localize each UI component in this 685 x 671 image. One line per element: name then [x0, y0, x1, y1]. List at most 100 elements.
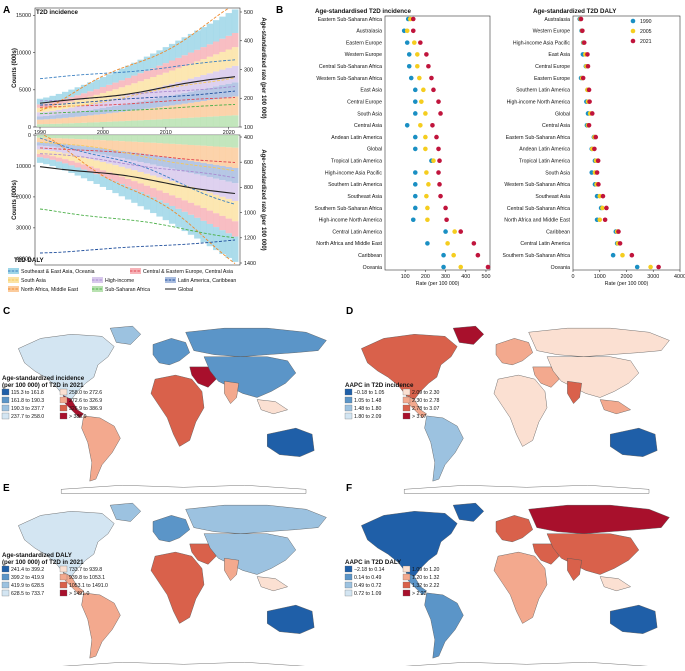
category-label-oceania: Oceania: [363, 265, 382, 271]
band-latin-america-caribbean: [118, 104, 126, 112]
band-high-income: [87, 103, 94, 111]
dot-2005-south-asia: [423, 111, 428, 116]
map-legend-title-line1: Age-standardized DALY: [2, 552, 73, 559]
band-north-africa-middle-east: [150, 107, 157, 120]
band-latin-america-caribbean: [225, 166, 233, 182]
band-north-africa-middle-east: [43, 119, 50, 125]
country-region-russia: [185, 504, 327, 534]
legend-swatch-bin-6: [59, 581, 68, 589]
band-high-income: [181, 80, 189, 93]
band-sub-saharan-africa: [36, 124, 44, 127]
dot-1990-central-europe: [412, 99, 418, 104]
band-latin-america-caribbean: [74, 145, 82, 151]
band-north-africa-middle-east: [131, 110, 138, 121]
legend-year-2005: 2005: [640, 29, 652, 35]
band-high-income: [80, 151, 88, 158]
band-high-income: [200, 175, 207, 191]
line-south-asia: [39, 77, 236, 110]
country-region-europe: [495, 338, 533, 366]
band-central-eastern-europe-central-asia: [187, 202, 195, 215]
panel-letter-f: F: [346, 483, 352, 494]
legend-label-sub-saharan-africa: Sub-Saharan Africa: [105, 287, 150, 293]
incidence-title: T2D incidence: [36, 9, 79, 16]
dot-2021-andean-latin-america: [434, 134, 439, 140]
dot-1990-global: [412, 146, 418, 152]
dot-2005-western-europe: [415, 52, 420, 57]
band-sub-saharan-africa: [62, 135, 69, 139]
legend-year-1990: 1990: [640, 19, 652, 25]
band-central-eastern-europe-central-asia: [187, 52, 195, 64]
dot-2021-australasia: [578, 16, 584, 22]
country-region-india: [224, 557, 239, 581]
line-high-income: [39, 153, 236, 179]
band-central-eastern-europe-central-asia: [212, 213, 220, 228]
legend-bin-label-6: 2.78 to 3.07: [412, 406, 440, 412]
band-north-africa-middle-east: [124, 141, 132, 152]
x-tick-label: 200: [421, 274, 430, 280]
legend-label-central-eastern-europe-central-asia: Central & Eastern Europe, Central Asia: [143, 269, 233, 275]
band-sub-saharan-africa: [106, 135, 113, 141]
band-southeast-east-asia-oceania: [131, 62, 138, 76]
legend-bin-label-0: −0.18 to 1.05: [354, 390, 385, 396]
dotplot-xlabel: Rate (per 100 000): [605, 281, 649, 287]
band-north-africa-middle-east: [131, 141, 138, 153]
category-label-andean-latin-america: Andean Latin America: [331, 135, 382, 141]
country-region-middleeast: [532, 366, 560, 388]
legend-bin-label-5: 939.8 to 1053.1: [69, 575, 105, 581]
legend-swatch-bin-0: [344, 388, 353, 396]
dot-1990-east-asia: [412, 87, 418, 93]
band-latin-america-caribbean: [124, 151, 132, 160]
band-latin-america-caribbean: [156, 97, 163, 108]
band-south-asia: [43, 150, 50, 155]
legend-swatch-bin-2: [1, 581, 10, 589]
dot-1990-caribbean: [441, 252, 446, 258]
country-region-centralamerica: [405, 572, 427, 596]
dot-2005-eastern-europe: [411, 40, 417, 45]
legend-swatch-bin-4: [402, 388, 411, 396]
legend-bin-label-1: 0.14 to 0.49: [354, 575, 382, 581]
country-region-antarctica: [403, 662, 650, 671]
band-sub-saharan-africa: [137, 120, 145, 127]
dot-2021-western-sub-saharan-africa: [429, 75, 434, 81]
band-southeast-east-asia-oceania: [187, 214, 195, 235]
band-high-income: [175, 170, 182, 184]
band-central-eastern-europe-central-asia: [150, 188, 157, 198]
band-latin-america-caribbean: [99, 108, 107, 115]
category-label-western-europe: Western Europe: [345, 52, 383, 58]
band-south-asia: [68, 101, 75, 108]
band-latin-america-caribbean: [137, 153, 145, 163]
country-region-middleeast: [189, 543, 217, 565]
category-label-southern-sub-saharan-africa: Southern Sub-Saharan Africa: [503, 253, 571, 259]
category-label-australasia: Australasia: [544, 17, 570, 23]
legend-swatch-bin-1: [1, 396, 10, 404]
category-label-caribbean: Caribbean: [358, 253, 382, 259]
band-latin-america-caribbean: [87, 146, 94, 153]
band-south-asia: [112, 89, 119, 99]
country-region-russia: [528, 504, 670, 534]
band-north-africa-middle-east: [55, 118, 63, 124]
dot-2005-central-sub-saharan-africa: [415, 63, 420, 69]
band-north-africa-middle-east: [137, 142, 145, 154]
band-south-asia: [231, 47, 239, 66]
dot-2021-oceania: [485, 264, 491, 270]
map-legend-e: Age-standardized DALY(per 100 000) of T2…: [1, 552, 108, 597]
band-latin-america-caribbean: [80, 146, 88, 152]
band-high-income: [219, 69, 226, 86]
band-southeast-east-asia-oceania: [168, 205, 176, 224]
dot-1990-oceania: [634, 264, 640, 270]
country-region-russia: [528, 327, 670, 357]
map-panel-f: F AAPC in T2D DALY−2.18 to 0.14 0.14 to 0.…: [344, 483, 670, 671]
map-panel-e: E Age-standardized DALY(per 100 000) of T…: [1, 483, 327, 671]
band-central-eastern-europe-central-asia: [225, 218, 233, 234]
band-central-eastern-europe-central-asia: [112, 82, 119, 90]
category-label-southern-latin-america: Southern Latin America: [516, 88, 570, 94]
band-north-africa-middle-east: [225, 147, 233, 167]
dot-2005-southern-sub-saharan-africa: [425, 205, 430, 211]
band-central-eastern-europe-central-asia: [206, 44, 214, 57]
band-central-eastern-europe-central-asia: [156, 65, 163, 75]
band-north-africa-middle-east: [87, 139, 94, 147]
band-southeast-east-asia-oceania: [118, 68, 126, 81]
top-left-tick-label: 10000: [16, 50, 31, 56]
band-north-africa-middle-east: [225, 97, 233, 116]
band-sub-saharan-africa: [36, 135, 44, 138]
